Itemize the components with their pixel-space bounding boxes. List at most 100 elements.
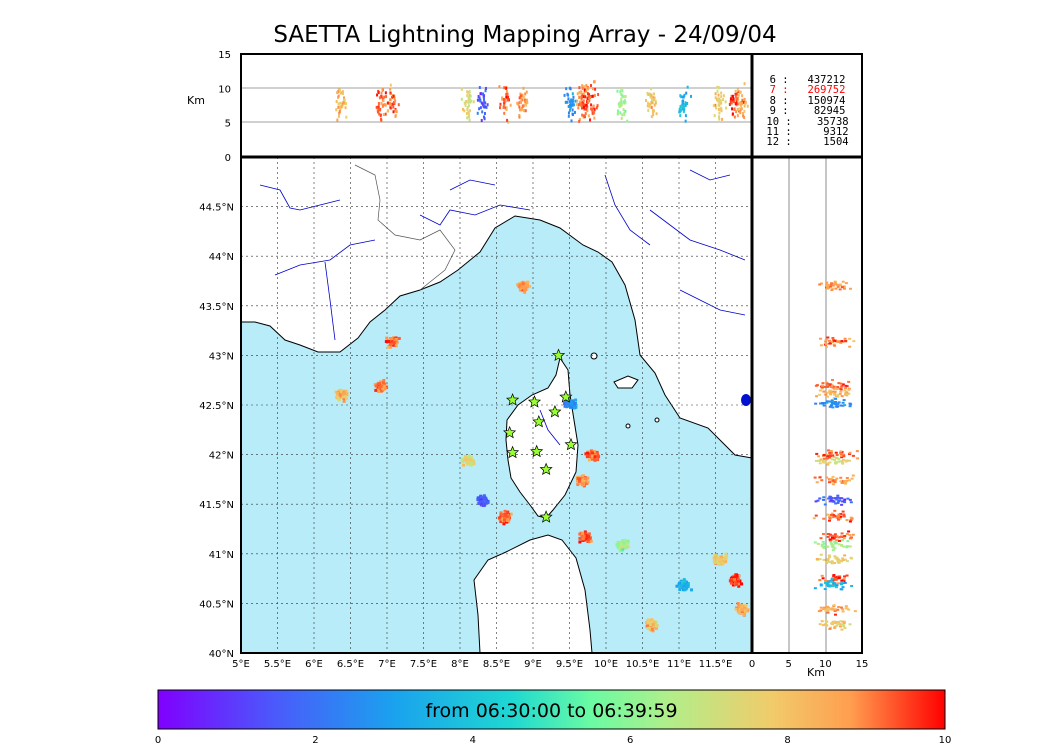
altitude-point — [499, 106, 502, 110]
map-point — [394, 343, 398, 347]
map-point — [649, 620, 653, 624]
altitude-point — [524, 109, 527, 113]
altitude-point — [466, 90, 469, 94]
latitude-point — [828, 456, 832, 459]
latitude-point — [830, 560, 834, 563]
latitude-point — [831, 513, 835, 516]
altitude-point — [584, 107, 587, 111]
altitude-point — [394, 99, 397, 103]
latitude-point — [847, 380, 851, 383]
altitude-point — [483, 112, 486, 116]
altitude-point — [648, 105, 651, 109]
altitude-point — [578, 119, 581, 123]
altitude-point — [379, 117, 382, 121]
altitude-point — [577, 106, 580, 110]
map-point — [499, 520, 503, 524]
latitude-point — [816, 542, 820, 545]
altitude-point — [720, 95, 723, 99]
latitude-point — [829, 541, 833, 544]
altitude-point — [476, 98, 479, 102]
latitude-point — [828, 481, 832, 484]
map-point — [593, 453, 597, 457]
x-tick-label: 11.5°E — [699, 659, 733, 670]
map-point — [466, 462, 470, 466]
latitude-point — [828, 533, 832, 536]
altitude-point — [623, 113, 626, 117]
latitude-point — [845, 459, 849, 462]
latitude-point — [850, 585, 854, 588]
latitude-point — [843, 389, 847, 392]
altitude-point — [587, 114, 590, 118]
altitude-point — [591, 87, 594, 91]
altitude-point — [339, 105, 342, 109]
map-point — [712, 560, 716, 564]
map-point — [581, 474, 585, 478]
count-row: 9 : 82945 — [769, 105, 846, 118]
latitude-point — [841, 280, 845, 283]
altitude-point — [466, 108, 469, 112]
altitude-point — [743, 115, 746, 119]
map-point — [392, 341, 396, 345]
altitude-point — [342, 98, 345, 102]
map-point — [379, 385, 383, 389]
altitude-point — [620, 92, 623, 96]
altitude-point — [647, 108, 650, 112]
altitude-point — [569, 105, 572, 109]
map-point — [585, 455, 589, 459]
altitude-point — [586, 105, 589, 109]
altitude-point — [583, 114, 586, 118]
map-point — [648, 626, 652, 630]
altitude-point — [735, 99, 738, 103]
altitude-point — [720, 109, 723, 113]
map-point — [583, 477, 587, 481]
altitude-point — [572, 95, 575, 99]
map-point — [736, 579, 740, 583]
map-point — [736, 606, 740, 610]
altitude-point — [518, 115, 521, 119]
colorbar-tick-label: 8 — [784, 735, 790, 746]
map-point — [479, 495, 483, 499]
altitude-point — [718, 115, 721, 119]
altitude-point — [466, 94, 469, 98]
altitude-point — [681, 95, 684, 99]
latitude-point — [831, 579, 835, 582]
altitude-point — [380, 101, 383, 105]
altitude-point — [567, 111, 570, 115]
map-point — [654, 626, 658, 630]
map-point — [740, 611, 744, 615]
altitude-point — [486, 103, 489, 107]
altitude-point — [679, 109, 682, 113]
map-point — [345, 391, 349, 395]
altitude-point — [469, 109, 472, 113]
altitude-point — [392, 105, 395, 109]
latitude-point — [829, 499, 833, 502]
map-y-ticks: 40°N 40.5°N 41°N 41.5°N 42°N 42.5°N 43°N 43.5°N… — [199, 203, 234, 660]
altitude-tick-label: 5 — [225, 119, 231, 130]
altitude-point — [397, 103, 400, 107]
altitude-point — [518, 105, 521, 109]
latitude-point — [819, 344, 823, 347]
altitude-point — [386, 109, 389, 113]
latitude-point — [833, 390, 837, 393]
latitude-point — [832, 537, 836, 540]
altitude-point — [582, 99, 585, 103]
altitude-point — [743, 109, 746, 113]
latitude-point — [836, 623, 840, 626]
station-star-icon — [559, 390, 573, 403]
latitude-point — [848, 534, 852, 537]
map-point — [471, 459, 475, 463]
latitude-point — [830, 496, 834, 499]
altitude-point — [576, 99, 579, 103]
count-row: 11 : 9312 — [766, 126, 849, 139]
altitude-point — [570, 98, 573, 102]
latitude-point — [824, 343, 828, 346]
latitude-point — [856, 457, 860, 460]
latitude-point — [836, 340, 840, 343]
count-row: 12 : 1504 — [766, 136, 849, 149]
altitude-point — [590, 103, 593, 107]
altitude-point — [392, 94, 395, 98]
altitude-point — [740, 107, 743, 111]
map-point — [588, 536, 592, 540]
y-tick-label: 44.5°N — [199, 203, 234, 214]
